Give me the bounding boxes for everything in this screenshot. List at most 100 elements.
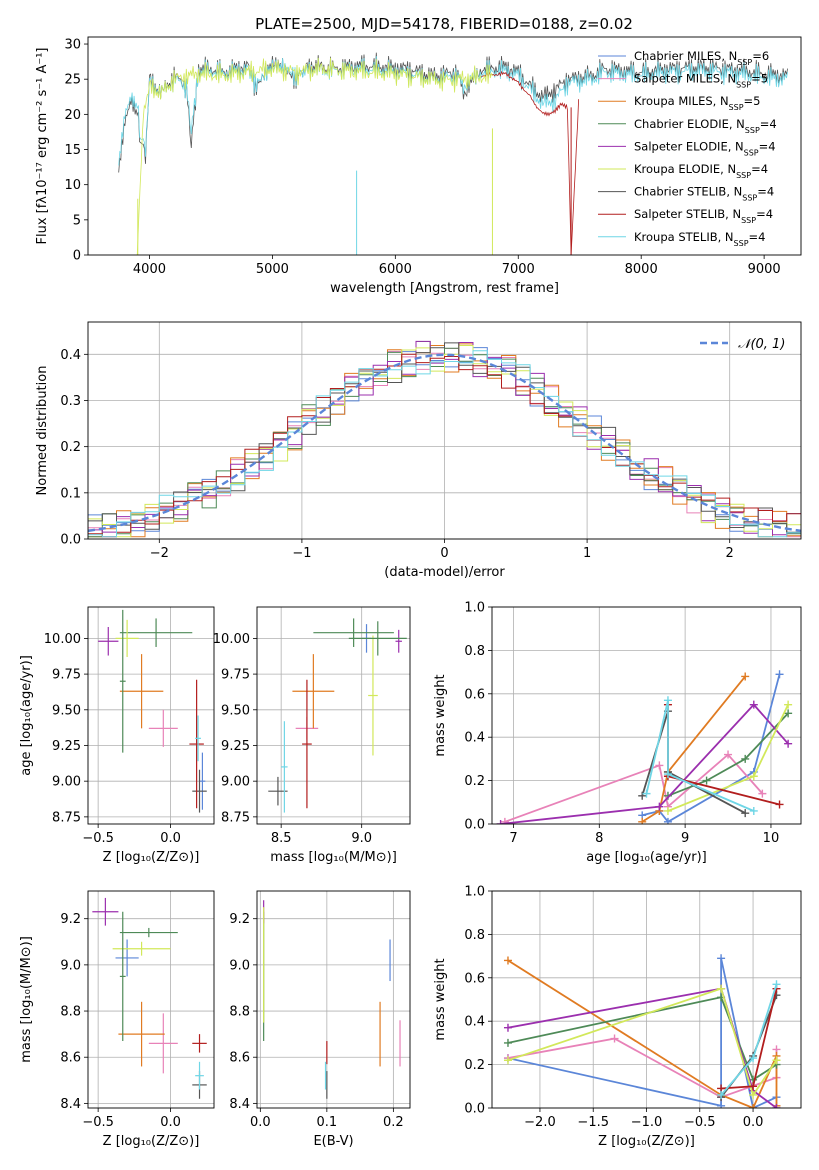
weight-line-kroupa-stelib (645, 700, 755, 812)
spectrum-ytick-label: 0 (73, 249, 81, 264)
age_vs_Z-ytick-label: 9.25 (52, 739, 81, 754)
age_vs_mass-ytick-label: 9.50 (221, 703, 250, 718)
weight-line-salpeter-elodie-marker (503, 1023, 512, 1032)
spectrum-ytick-label: 20 (64, 108, 81, 123)
spectrum-xtick-label: 9000 (748, 262, 781, 277)
weight-line-kroupa-stelib-marker (772, 980, 781, 989)
normal-legend-label: 𝒩(0, 1) (738, 337, 785, 352)
weight_vs_age-xtick-label: 10 (763, 831, 780, 846)
mass_vs_Z-panel: −0.5 0.0 8.4 8.6 8.8 9.0 9.2 Z [log₁₀(Z/Z⊙)] mas… (19, 890, 215, 1149)
weight_vs_age-ylabel: mass weight (433, 674, 448, 756)
mass_vs_Z-ylabel: mass [log₁₀(M/M⊙)] (19, 936, 34, 1063)
legend-subscript: SSP (742, 193, 757, 202)
age_vs_Z-xtick-label: 0.0 (160, 831, 181, 846)
weight_vs_Z-ylabel: mass weight (433, 958, 448, 1040)
mass_vs_ebv-ytick-label: 8.4 (229, 1097, 250, 1112)
legend-count: =4 (760, 117, 777, 131)
weight-line-kroupa-elodie (507, 987, 778, 1098)
weight-line-salpeter-miles-marker (610, 1034, 619, 1043)
age_vs_mass-ytick-label: 10.00 (213, 632, 250, 647)
errorbar-chabrier-elodie (313, 618, 394, 647)
spectrum-xtick-label: 7000 (502, 262, 535, 277)
weight_vs_Z-ytick-label: 1.0 (464, 885, 485, 900)
weight-line-salpeter-elodie (507, 987, 778, 1108)
errorbar-salpeter-elodie (98, 626, 119, 656)
weight-line-kroupa-elodie-marker (749, 772, 758, 781)
weight-line-kroupa-elodie-marker (717, 984, 726, 993)
age_vs_mass-frame (256, 606, 411, 825)
weight-line-chabrier-elodie-marker (784, 709, 793, 718)
mass_vs_Z-xtick-label: −0.5 (82, 1115, 114, 1130)
legend-count: =4 (757, 185, 774, 199)
mass_vs_ebv-xtick-label: 0.1 (317, 1115, 338, 1130)
mass_vs_Z-ytick-label: 9.0 (60, 958, 81, 973)
legend-count: =4 (759, 139, 776, 153)
weight-line-salpeter-elodie-marker (772, 1104, 781, 1108)
age_vs_Z-ytick-label: 9.75 (52, 668, 81, 683)
weight-line-kroupa-miles-marker (741, 672, 750, 681)
mass_vs_ebv-xtick-label: 0.2 (383, 1115, 404, 1130)
age_vs_Z-xlabel: Z [log₁₀(Z/Z⊙)] (103, 850, 200, 865)
spectrum-line-salpeter-stelib (481, 70, 579, 255)
mass_vs_Z-plot-area (92, 897, 207, 1099)
weight-line-kroupa-stelib-marker (663, 696, 672, 705)
legend-subscript: SSP (736, 171, 751, 180)
weight-line-kroupa-miles (507, 959, 778, 1108)
mass_vs_Z-xtick-label: 0.0 (160, 1115, 181, 1130)
spectrum-ylabel: Flux [fλ10⁻¹⁷ erg cm⁻² s⁻¹ A⁻¹] (35, 48, 50, 245)
weight-line-salpeter-elodie-marker (655, 802, 664, 811)
legend-entry: Chabrier ELODIE, NSSP=4 (634, 117, 777, 135)
weight-line-chabrier-stelib-marker (638, 791, 647, 800)
legend-count: =4 (756, 207, 773, 221)
residuals-ytick-label: 0.3 (60, 394, 81, 409)
mass_vs_ebv-frame (256, 890, 411, 1109)
mass_vs_ebv-xlabel: E(B-V) (313, 1134, 353, 1149)
mass_vs_ebv-ytick-label: 9.2 (229, 912, 250, 927)
mass_vs_Z-ytick-label: 9.2 (60, 912, 81, 927)
errorbar-chabrier-stelib (192, 769, 207, 813)
mass_vs_Z-grid (88, 891, 214, 1108)
residuals-ytick-label: 0.0 (60, 533, 81, 548)
legend-subscript: SSP (737, 58, 752, 67)
weight-line-kroupa-miles (641, 675, 746, 823)
errorbar-salpeter-elodie (395, 629, 402, 653)
weight-line-salpeter-elodie-marker (749, 700, 758, 709)
weight_vs_age-xlabel: age [log₁₀(age/yr)] (586, 850, 707, 865)
weight_vs_age-frame (491, 606, 802, 825)
legend-count: =4 (751, 162, 768, 176)
spectrum-xlabel: wavelength [Angstrom, rest frame] (330, 281, 559, 296)
legend-label: Chabrier STELIB, N (634, 185, 742, 199)
mass_vs_ebv-panel: 0.0 0.1 0.2 8.4 8.6 8.8 9.0 9.2 E(B-V) (229, 890, 411, 1149)
legend-entry: Kroupa ELODIE, NSSP=4 (634, 162, 768, 180)
errorbar-kroupa-stelib (281, 721, 288, 813)
legend-entry: Kroupa STELIB, NSSP=4 (634, 230, 765, 248)
mass_vs_ebv-ytick-label: 8.8 (229, 1005, 250, 1020)
weight-line-chabrier-stelib-marker (741, 809, 750, 818)
mass_vs_Z-ytick-label: 8.8 (60, 1005, 81, 1020)
residuals-plot-area (88, 340, 801, 539)
mass_vs_Z-ytick-label: 8.6 (60, 1051, 81, 1066)
weight_vs_age-ytick-label: 0.8 (464, 644, 485, 659)
weight-line-kroupa-stelib-marker (642, 789, 651, 798)
legend-count: =4 (749, 230, 766, 244)
errorbar-chabrier-miles (199, 752, 206, 810)
residuals-xtick-label: −2 (150, 546, 169, 561)
weight-line-salpeter-elodie-marker (496, 820, 505, 824)
mass_vs_Z-ytick-label: 8.4 (60, 1097, 81, 1112)
weight_vs_Z-xtick-label: −2.0 (524, 1115, 556, 1130)
weight_vs_Z-frame (491, 890, 802, 1109)
weight_vs_age-ytick-label: 1.0 (464, 601, 485, 616)
weight_vs_Z-xtick-label: −1.5 (577, 1115, 609, 1130)
errorbar-kroupa-elodie (115, 619, 139, 657)
age_vs_mass-ytick-label: 9.00 (221, 775, 250, 790)
spectrum-ytick-label: 5 (73, 213, 81, 228)
weight_vs_age-ytick-label: 0.4 (464, 731, 485, 746)
mass_vs_Z-frame (87, 890, 215, 1109)
weight-line-chabrier-miles-marker (717, 954, 726, 963)
weight-line-chabrier-stelib (641, 710, 746, 814)
residuals-ytick-label: 0.1 (60, 486, 81, 501)
weight-line-salpeter-miles-marker (758, 789, 767, 798)
residuals-xtick-label: −1 (292, 546, 311, 561)
legend-entry: Salpeter STELIB, NSSP=4 (634, 207, 773, 225)
errorbar-chabrier-elodie (348, 621, 407, 656)
